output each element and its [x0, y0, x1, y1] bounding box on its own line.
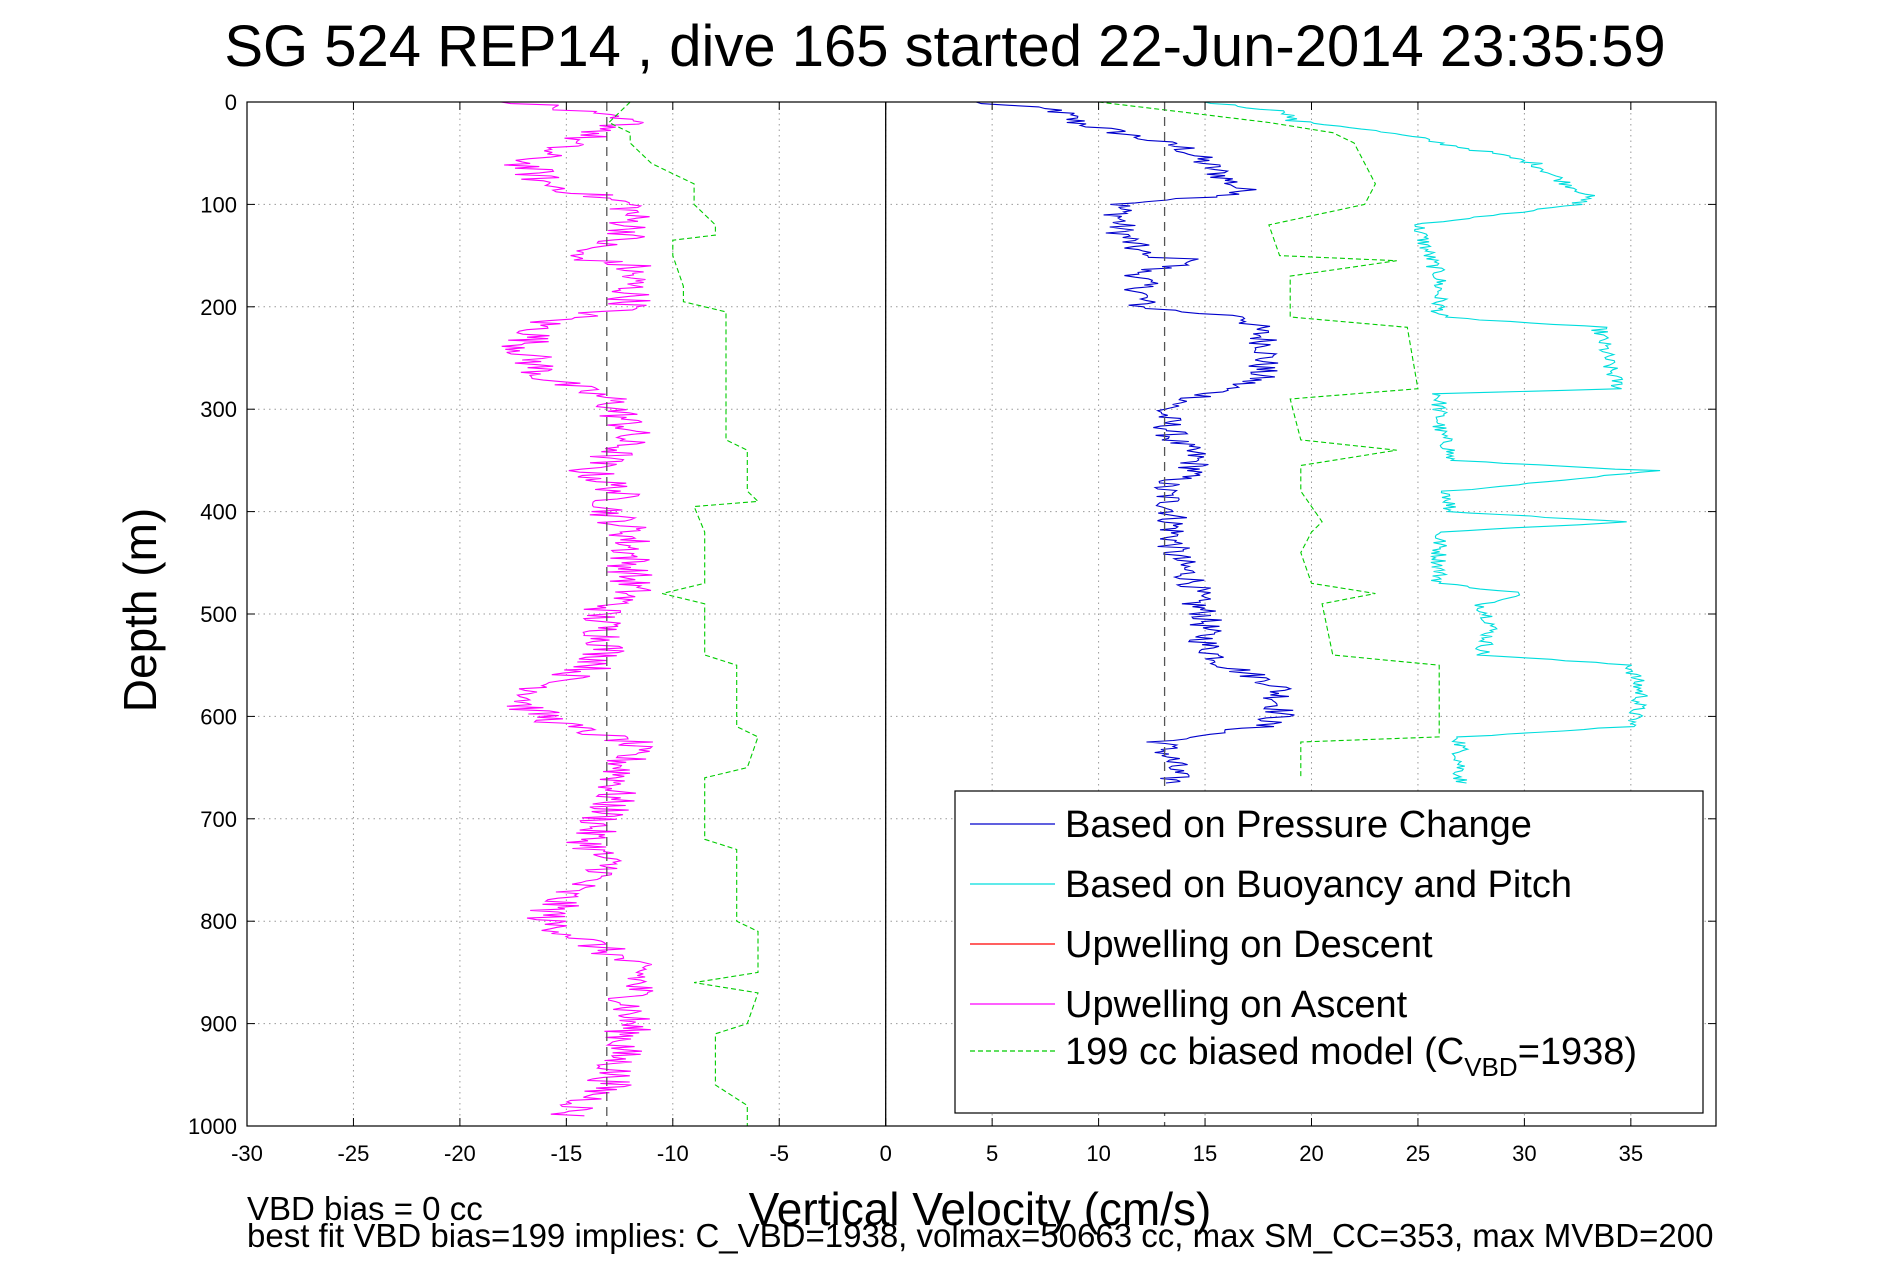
y-tick-label: 700 [200, 807, 237, 832]
series-line-4 [607, 101, 760, 1126]
y-tick-label: 600 [200, 704, 237, 729]
x-tick-label: 5 [986, 1141, 998, 1166]
x-tick-label: 25 [1406, 1141, 1430, 1166]
legend-entry-label: Based on Pressure Change [1065, 804, 1532, 846]
x-tick-label: -25 [338, 1141, 370, 1166]
x-axis-ticks: -30 -25 -20 -15 -10 -5 0 5 10 15 20 25 30 35 [231, 102, 1643, 1166]
footer-best-fit: best fit VBD bias=199 implies: C_VBD=193… [247, 1217, 1714, 1254]
x-tick-label: -15 [550, 1141, 582, 1166]
legend-entry-label: Based on Buoyancy and Pitch [1065, 864, 1572, 906]
x-axis-label: Vertical Velocity (cm/s) [749, 1183, 1212, 1235]
reference-lines [606, 102, 1166, 1126]
y-axis-label: Depth (m) [114, 508, 166, 712]
footer-vbd-bias: VBD bias = 0 cc [247, 1190, 483, 1227]
x-tick-label: 10 [1086, 1141, 1110, 1166]
y-tick-label: 100 [200, 192, 237, 217]
y-tick-label: 0 [225, 90, 237, 115]
series-line-1 [1204, 101, 1661, 784]
x-tick-label: 30 [1512, 1141, 1536, 1166]
y-tick-label: 900 [200, 1012, 237, 1037]
legend: Based on Pressure Change Based on Buoyanc… [954, 790, 1704, 1114]
y-tick-label: 800 [200, 909, 237, 934]
series-line-0 [975, 101, 1295, 784]
series-line-3 [501, 101, 654, 1117]
legend-box [954, 790, 1704, 1114]
series-layer [501, 101, 1661, 1126]
x-tick-label: -5 [769, 1141, 789, 1166]
legend-entry-label: Upwelling on Descent [1065, 924, 1433, 966]
x-tick-label: 20 [1299, 1141, 1323, 1166]
x-tick-label: -30 [231, 1141, 263, 1166]
chart-title: SG 524 REP14 , dive 165 started 22-Jun-2… [224, 14, 1665, 79]
y-tick-label: 1000 [188, 1114, 237, 1139]
y-tick-label: 400 [200, 500, 237, 525]
x-tick-label: 0 [880, 1141, 892, 1166]
x-tick-label: 35 [1619, 1141, 1643, 1166]
x-tick-label: 15 [1193, 1141, 1217, 1166]
x-tick-label: -20 [444, 1141, 476, 1166]
y-tick-label: 300 [200, 397, 237, 422]
x-tick-label: -10 [657, 1141, 689, 1166]
y-tick-label: 500 [200, 602, 237, 627]
y-tick-label: 200 [200, 295, 237, 320]
series-line-4 [1098, 101, 1440, 778]
legend-entry-label: Upwelling on Ascent [1065, 984, 1408, 1026]
y-axis-ticks: 0 100 200 300 400 500 600 700 800 900 1000 [188, 90, 1716, 1139]
